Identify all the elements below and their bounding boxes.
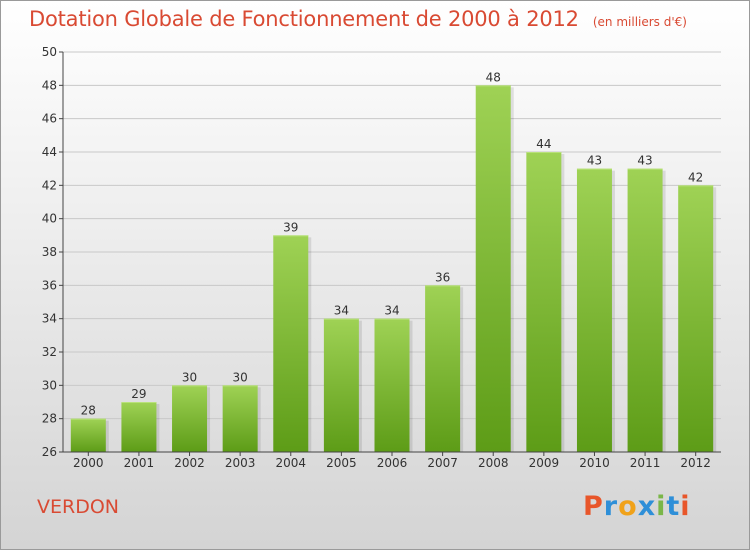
x-tick-label: 2008: [478, 456, 509, 470]
data-label: 29: [131, 387, 146, 401]
logo-letter: i: [680, 491, 691, 522]
data-label: 44: [536, 137, 551, 151]
y-tick-label: 28: [42, 412, 57, 426]
x-tick-label: 2009: [529, 456, 560, 470]
bars: [70, 85, 717, 453]
bar: [70, 418, 106, 452]
chart-unit-note: (en milliers d'€): [592, 15, 687, 29]
y-tick-label: 36: [42, 278, 57, 292]
data-label: 43: [637, 154, 652, 168]
bar: [627, 168, 663, 452]
data-label: 48: [486, 70, 501, 84]
x-tick-label: 2001: [124, 456, 155, 470]
bar: [526, 152, 562, 452]
bar: [273, 235, 309, 452]
logo-letter: i: [656, 491, 667, 522]
x-tick-label: 2011: [630, 456, 661, 470]
bar: [374, 318, 410, 452]
bar: [121, 402, 157, 452]
x-tick-label: 2007: [427, 456, 458, 470]
x-tick-label: 2002: [174, 456, 205, 470]
data-label: 43: [587, 154, 602, 168]
y-tick-label: 38: [42, 245, 57, 259]
data-label: 30: [233, 370, 248, 384]
data-labels: 28 29 30 30 39 34 34 36 48 44 43 43 42: [81, 70, 704, 417]
logo-letter: t: [666, 491, 681, 522]
bar: [576, 168, 612, 452]
logo-letter: x: [637, 491, 657, 522]
bar: [678, 185, 714, 453]
y-tick-label: 34: [42, 312, 57, 326]
y-tick-label: 44: [42, 145, 57, 159]
bar: [475, 85, 511, 452]
x-tick-label: 2005: [326, 456, 357, 470]
x-axis-ticks: 2000 2001 2002 2003 2004 2005 2006 2007 2008 2009…: [73, 452, 711, 470]
chart-title: Dotation Globale de Fonctionnement de 20…: [29, 7, 579, 31]
data-label: 39: [283, 220, 298, 234]
x-tick-label: 2004: [275, 456, 306, 470]
logo-letter: P: [583, 491, 604, 522]
x-tick-label: 2000: [73, 456, 104, 470]
bar: [172, 385, 208, 452]
y-tick-label: 40: [42, 212, 57, 226]
proxiti-logo: Proxiti: [583, 491, 691, 522]
x-tick-label: 2003: [225, 456, 256, 470]
x-tick-label: 2012: [680, 456, 711, 470]
y-axis-ticks: 26 28 30 32 34 36 38 40 42 44 46 48 50: [42, 45, 63, 459]
data-label: 34: [334, 304, 349, 318]
data-label: 28: [81, 404, 96, 418]
y-tick-label: 50: [42, 45, 57, 59]
commune-name: VERDON: [37, 496, 120, 518]
logo-letter: o: [618, 491, 638, 522]
y-tick-label: 48: [42, 78, 57, 92]
y-tick-label: 32: [42, 345, 57, 359]
y-tick-label: 42: [42, 178, 57, 192]
axes: [62, 52, 721, 453]
bar: [425, 285, 461, 452]
y-tick-label: 26: [42, 445, 57, 459]
y-tick-label: 30: [42, 378, 57, 392]
logo-letter: r: [603, 491, 619, 522]
chart-title-block: Dotation Globale de Fonctionnement de 20…: [29, 7, 687, 31]
data-label: 36: [435, 270, 450, 284]
y-tick-label: 46: [42, 112, 57, 126]
data-label: 34: [384, 304, 399, 318]
bar: [222, 385, 258, 452]
x-tick-label: 2006: [377, 456, 408, 470]
data-label: 30: [182, 370, 197, 384]
data-label: 42: [688, 170, 703, 184]
bar: [323, 318, 359, 452]
x-tick-label: 2010: [579, 456, 610, 470]
